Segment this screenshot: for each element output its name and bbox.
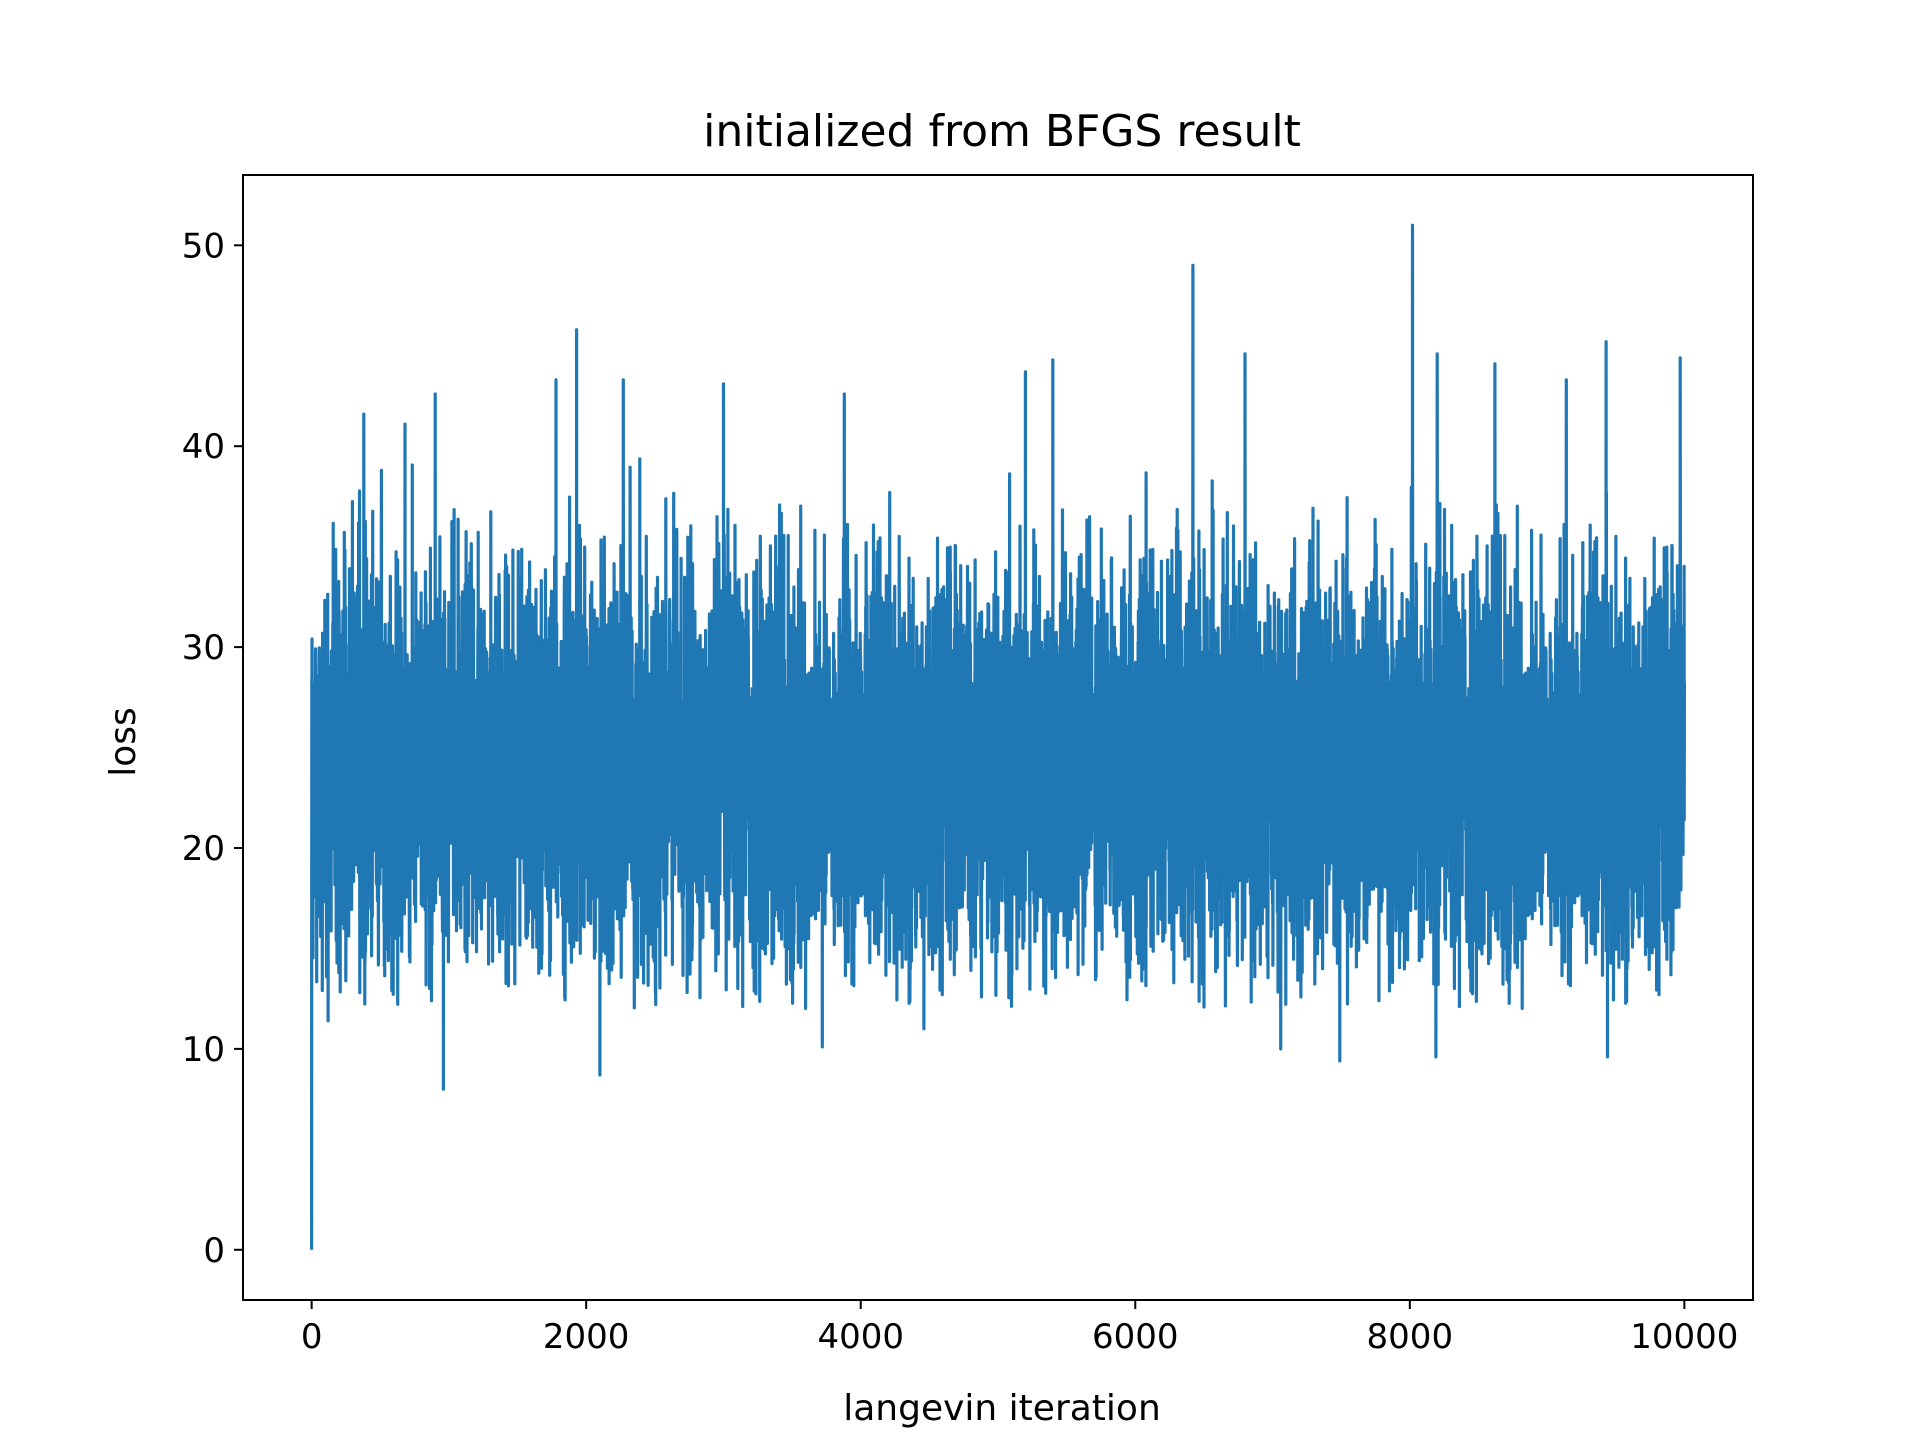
y-axis: 0 10 20 30 40 50 xyxy=(182,226,243,1271)
x-axis-label: langevin iteration xyxy=(843,1388,1161,1429)
y-tick-label: 20 xyxy=(182,829,225,869)
x-tick-label: 4000 xyxy=(817,1317,904,1357)
x-tick-label: 10000 xyxy=(1630,1317,1738,1357)
x-tick-label: 2000 xyxy=(543,1317,630,1357)
x-axis: 0 2000 4000 6000 8000 10000 xyxy=(301,1300,1738,1357)
x-tick-label: 8000 xyxy=(1367,1317,1454,1357)
chart-title: initialized from BFGS result xyxy=(703,106,1301,157)
y-axis-label: loss xyxy=(103,707,144,777)
x-tick-label: 0 xyxy=(301,1317,323,1357)
plot-area xyxy=(310,223,1686,1250)
series-line-loss xyxy=(310,223,1686,1250)
y-tick-label: 30 xyxy=(182,628,225,668)
y-tick-label: 10 xyxy=(182,1030,225,1070)
plot-frame xyxy=(242,174,1754,1301)
x-tick-label: 6000 xyxy=(1092,1317,1179,1357)
y-tick-label: 0 xyxy=(203,1231,225,1271)
y-tick-label: 50 xyxy=(182,226,225,266)
y-tick-label: 40 xyxy=(182,427,225,467)
